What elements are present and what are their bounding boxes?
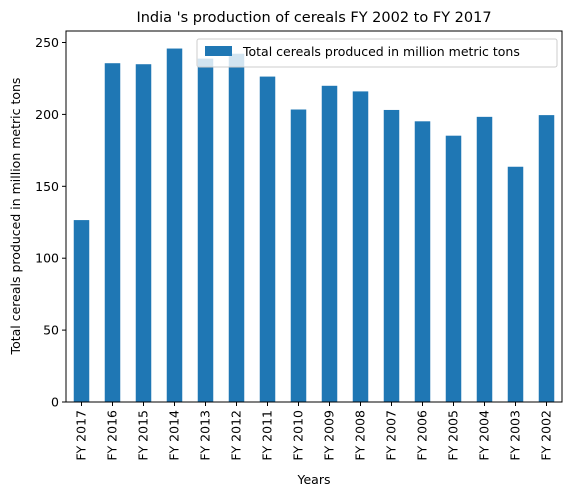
bar-fy-2017 [73,220,90,402]
bar-fy-2007 [383,109,400,402]
bar-fy-2006 [414,121,431,402]
x-tick-label: FY 2004 [477,410,492,461]
y-tick-label: 150 [35,179,59,194]
bar-fy-2004 [476,116,493,402]
bar-fy-2011 [259,76,276,402]
y-tick-label: 250 [35,35,59,50]
x-tick-label: FY 2011 [260,410,275,461]
plot-frame [65,30,563,403]
x-tick-label: FY 2017 [74,410,89,461]
x-tick-label: FY 2016 [105,410,120,461]
x-tick-label: FY 2013 [198,410,213,461]
bar-fy-2013 [197,58,214,403]
x-tick-label: FY 2015 [136,410,151,461]
legend-label: Total cereals produced in million metric… [242,44,520,59]
x-tick-label: FY 2007 [384,410,399,461]
x-tick-label: FY 2012 [229,410,244,461]
bar-fy-2016 [104,63,121,403]
chart-title: India 's production of cereals FY 2002 t… [136,10,491,26]
bar-fy-2015 [135,64,152,402]
bar-fy-2010 [290,109,307,402]
x-tick-label: FY 2010 [291,410,306,461]
x-tick-label: FY 2014 [167,410,182,461]
bar-fy-2008 [352,91,369,403]
y-tick-label: 50 [43,323,59,338]
legend: Total cereals produced in million metric… [196,38,558,68]
y-tick-label: 0 [51,395,59,410]
x-axis-ticks: FY 2017 FY 2016 FY 2015 FY 2014 FY 2013 FY 20… [74,402,554,461]
bar-fy-2003 [507,166,524,402]
y-tick-label: 200 [35,107,59,122]
y-tick-label: 100 [35,251,59,266]
y-axis-label: Total cereals produced in million metric… [8,78,23,356]
x-tick-label: FY 2002 [539,410,554,461]
x-tick-label: FY 2003 [508,410,523,461]
x-tick-label: FY 2005 [446,410,461,461]
bar-fy-2005 [445,135,462,402]
legend-box [196,38,558,68]
x-tick-label: FY 2009 [322,410,337,461]
legend-swatch [205,46,232,56]
x-tick-label: FY 2008 [353,410,368,461]
bar-fy-2014 [166,48,183,402]
bar-fy-2009 [321,85,338,402]
bar-fy-2002 [538,115,555,403]
y-axis-ticks: 0 50 100 150 200 250 [35,35,66,410]
bars [73,48,555,403]
x-tick-label: FY 2006 [415,410,430,461]
bar-fy-2012 [228,53,245,402]
x-axis-label: Years [297,472,331,487]
